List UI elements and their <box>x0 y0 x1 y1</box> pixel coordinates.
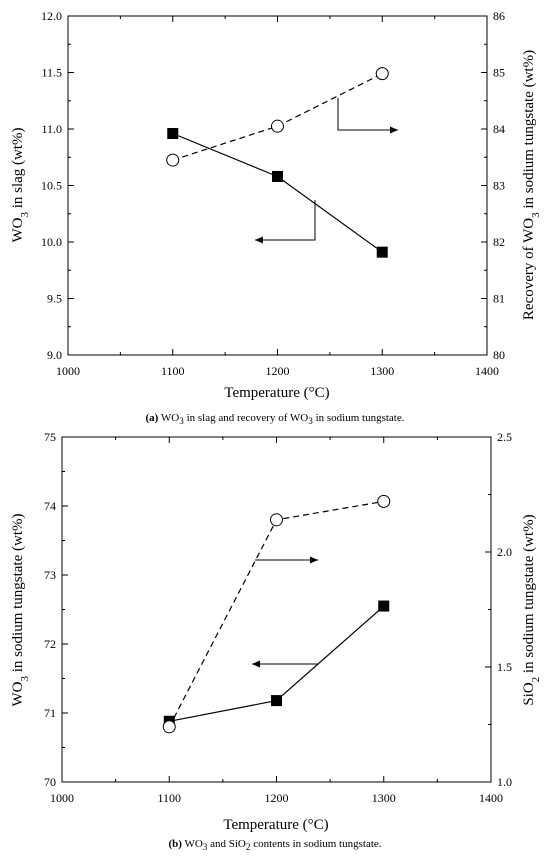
y-right-axis-label: SiO2 in sodium tungstate (wt%) <box>521 514 542 705</box>
caption-a-post: in sodium tungstate. <box>312 412 405 424</box>
y-right-label-text: in sodium tungstate (wt%) <box>521 50 537 212</box>
caption-b-mid: and SiO <box>207 838 246 850</box>
arrow-to-left-axis <box>255 200 316 241</box>
y-left-tick-label: 9.5 <box>47 292 62 306</box>
arrow-to-right-axis-head <box>310 556 318 564</box>
x-tick-label: 1000 <box>56 364 80 378</box>
x-tick-label: 1100 <box>161 364 185 378</box>
caption-a-sub2: 3 <box>308 416 313 427</box>
y-left-label-text: in slag (wt%) <box>10 127 26 212</box>
y-right-tick-label: 82 <box>493 235 505 249</box>
y-left-tick-label: 75 <box>44 430 56 444</box>
y-left-tick-label: 9.0 <box>47 348 62 362</box>
y-left-label-subscript: 3 <box>19 675 31 681</box>
y-left-tick-label: 10.0 <box>41 235 62 249</box>
y-left-tick-label: 11.0 <box>41 122 62 136</box>
plot-frame <box>61 436 492 783</box>
data-point-square <box>167 128 179 140</box>
y-left-tick-label: 71 <box>44 706 56 720</box>
caption-b-sub1: 3 <box>202 842 208 853</box>
chart-b: 1000 1100 1200 1300 1400 70 71 72 73 74 75 1.0 1.5 2.… <box>10 430 542 833</box>
arrow-to-right-axis <box>337 98 398 131</box>
series-line-left <box>172 132 383 253</box>
y-left-tick-label: 70 <box>44 775 56 789</box>
y-left-tick-label: 72 <box>44 637 56 651</box>
x-tick-label: 1000 <box>50 791 74 805</box>
x-tick-label: 1200 <box>265 791 289 805</box>
series-line-right <box>168 500 384 728</box>
series-line-right <box>172 73 383 161</box>
x-axis-label: Temperature (°C) <box>223 817 328 833</box>
data-point-circle <box>162 720 176 734</box>
y-right-tick-label: 2.5 <box>497 430 512 444</box>
y-left-axis-label: WO3 in sodium tungstate (wt%) <box>10 514 31 707</box>
y-right-tick-label: 80 <box>493 348 505 362</box>
y-left-label-text: in sodium tungstate (wt%) <box>10 514 26 676</box>
y-right-tick-label: 84 <box>493 122 505 136</box>
caption-a-pre: WO <box>158 412 180 424</box>
y-right-label-text: SiO <box>521 682 537 706</box>
x-tick-label: 1300 <box>372 791 396 805</box>
arrow-to-left-axis-head <box>255 236 263 244</box>
y-right-axis-label: Recovery of WO3 in sodium tungstate (wt%… <box>521 50 542 320</box>
caption-b-label: (b) <box>168 838 182 850</box>
y-right-label-subscript: 3 <box>530 212 542 218</box>
y-left-tick-label: 73 <box>44 568 56 582</box>
y-left-label-text: WO <box>10 217 26 242</box>
chart-a: 1000 1100 1200 1300 1400 9.0 9.5 10.0 10.5 11.0 11… <box>10 9 542 401</box>
y-right-tick-label: 83 <box>493 179 505 193</box>
data-point-square <box>378 600 390 612</box>
y-right-tick-label: 1.0 <box>497 775 512 789</box>
y-right-label-text: in sodium tungstate (wt%) <box>521 514 537 676</box>
caption-b: (b) WO3 and SiO2 contents in sodium tung… <box>0 838 550 852</box>
x-tick-label: 1100 <box>157 791 181 805</box>
caption-b-post: contents in sodium tungstate. <box>250 838 382 850</box>
caption-b-sub2: 2 <box>245 842 251 853</box>
data-point-circle <box>377 494 391 508</box>
y-left-tick-label: 11.5 <box>41 66 62 80</box>
data-point-circle <box>375 67 389 81</box>
data-point-square <box>376 246 388 258</box>
data-point-circle <box>271 119 284 133</box>
y-left-tick-label: 12.0 <box>41 9 62 23</box>
data-point-square <box>271 695 282 707</box>
y-left-tick-label: 74 <box>44 499 56 513</box>
y-left-tick-label: 10.5 <box>41 179 62 193</box>
y-right-label-subscript: 2 <box>530 677 542 683</box>
y-right-tick-label: 81 <box>493 292 505 306</box>
data-point-circle <box>166 153 180 167</box>
x-tick-label: 1200 <box>266 364 290 378</box>
caption-b-pre: WO <box>181 838 203 850</box>
data-point-square <box>272 170 283 182</box>
y-right-tick-label: 85 <box>493 66 505 80</box>
y-left-label-subscript: 3 <box>19 212 31 218</box>
arrow-to-left-axis-head <box>252 660 260 668</box>
y-right-label-text: Recovery of WO <box>521 218 537 320</box>
caption-a: (a) WO3 in slag and recovery of WO3 in s… <box>0 412 550 426</box>
x-tick-label: 1300 <box>370 364 394 378</box>
y-right-tick-label: 1.5 <box>497 660 512 674</box>
caption-a-label: (a) <box>145 412 159 424</box>
y-right-tick-label: 86 <box>493 9 505 23</box>
arrow-to-right-axis-head <box>390 126 398 134</box>
y-right-tick-label: 2.0 <box>497 545 512 559</box>
caption-a-sub1: 3 <box>179 416 184 427</box>
plot-frame <box>67 15 488 356</box>
x-tick-label: 1400 <box>479 791 503 805</box>
y-left-label-text: WO <box>10 681 26 706</box>
data-point-circle <box>270 513 283 527</box>
y-left-axis-label: WO3 in slag (wt%) <box>10 127 31 242</box>
caption-a-mid: in slag and recovery of WO <box>183 412 309 424</box>
x-axis-label: Temperature (°C) <box>224 385 329 401</box>
x-tick-label: 1400 <box>475 364 499 378</box>
